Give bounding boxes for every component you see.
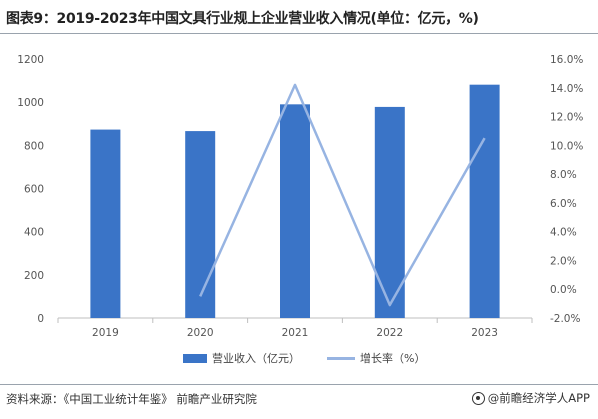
y-left-tick-label: 1200 (17, 54, 44, 66)
source-note: 资料来源：《中国工业统计年鉴》 前瞻产业研究院 (6, 392, 257, 406)
growth-rate-line (199, 83, 486, 307)
y-right-tick-label: 0.0% (550, 284, 577, 296)
legend-label-revenue: 营业收入（亿元） (212, 352, 300, 365)
y-right-tick-label: 10.0% (550, 140, 583, 152)
chart-title: 图表9：2019-2023年中国文具行业规上企业营业收入情况(单位：亿元，%) (6, 11, 479, 27)
y-right-tick-label: 8.0% (550, 169, 577, 181)
revenue-bar (90, 129, 121, 318)
revenue-bar (469, 84, 500, 318)
legend-item-growth: 增长率（%） (327, 350, 425, 366)
brand-logo-icon (471, 391, 485, 405)
y-left-tick-label: 1000 (17, 97, 44, 109)
y-right-tick-label: 14.0% (550, 83, 583, 95)
footer-divider (0, 384, 598, 385)
y-left-tick-label: 0 (37, 313, 44, 325)
y-right-tick-label: 4.0% (550, 227, 577, 239)
brand-credit: @前瞻经济学人APP (471, 390, 590, 406)
y-right-tick-label: -2.0% (550, 313, 580, 325)
y-left-tick-label: 200 (24, 270, 44, 282)
revenue-bar (280, 104, 310, 318)
chart-area: 0 200 400 600 800 1000 1200 -2.0% 0.0% 2.0% 4.0% 6.… (17, 54, 583, 339)
y-right-tick-label: 12.0% (550, 112, 583, 124)
revenue-bar (185, 131, 216, 318)
y-left-tick-label: 600 (24, 184, 44, 196)
legend-label-growth: 增长率（%） (360, 352, 426, 365)
x-tick-label: 2021 (282, 327, 309, 339)
y-right-tick-label: 16.0% (550, 54, 583, 66)
y-left-tick-label: 400 (24, 227, 44, 239)
brand-label: @前瞻经济学人APP (487, 391, 590, 405)
x-tick-label: 2020 (187, 327, 214, 339)
legend-swatch-line (327, 356, 355, 360)
legend-item-revenue: 营业收入（亿元） (183, 350, 300, 366)
x-tick-label: 2023 (471, 327, 498, 339)
y-right-tick-label: 2.0% (550, 255, 577, 267)
y-left-tick-label: 800 (24, 140, 44, 152)
legend: 营业收入（亿元） 增长率（%） (0, 348, 598, 368)
y-right-tick-label: 6.0% (550, 198, 577, 210)
legend-swatch-bar (183, 353, 207, 363)
title-divider (0, 33, 598, 34)
x-tick-label: 2019 (92, 327, 119, 339)
x-tick-label: 2022 (376, 327, 403, 339)
